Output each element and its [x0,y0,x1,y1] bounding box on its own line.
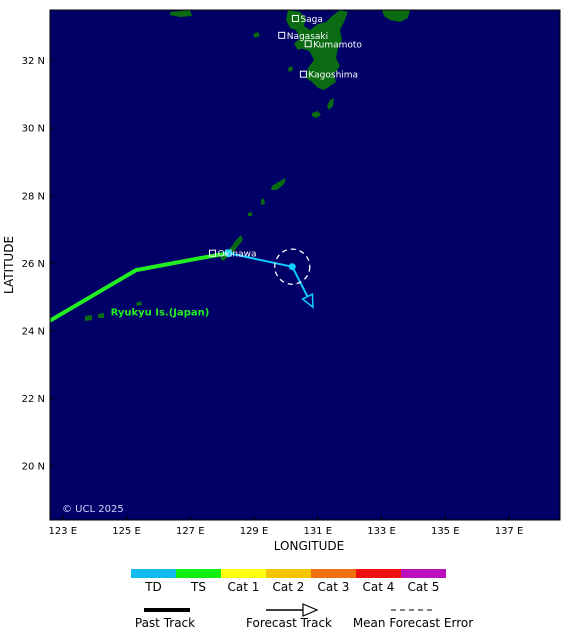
category-label: Cat 2 [273,580,305,594]
category-swatch [221,569,266,578]
past-track-legend: Past Track [135,608,195,630]
category-swatch [266,569,311,578]
forecast-arrow-icon [302,603,319,617]
city-label: Saga [300,15,322,25]
x-tick-label: 127 E [176,526,205,537]
y-tick-label: 30 N [22,124,45,135]
x-tick-label: 135 E [431,526,460,537]
forecast-track-label: Forecast Track [246,616,332,630]
current-position-marker [288,263,296,271]
iriomote-island [85,315,92,321]
forecast-track-legend: Forecast Track [246,603,332,630]
y-tick-label: 32 N [22,56,45,67]
y-tick-label: 24 N [22,326,45,337]
category-label: Cat 1 [228,580,260,594]
y-tick-label: 28 N [22,191,45,202]
region-label: Ryukyu Is.(Japan) [111,308,210,319]
category-swatch [401,569,446,578]
forecast-arrow-shaft [291,266,309,297]
city-label: Kagoshima [308,71,358,81]
longitude-ticks: 123 E 125 E 127 E 129 E 131 E 133 E 135 E 137 E [48,515,523,537]
shikoku-tip [382,10,410,22]
city-marker-icon [304,40,312,48]
x-tick-label: 125 E [112,526,141,537]
city-label: Kumamoto [313,40,362,50]
category-swatch [356,569,401,578]
city-marker-icon [278,31,286,39]
category-swatch [131,569,176,578]
ishigaki-island [98,313,104,318]
x-tick-label: 137 E [495,526,524,537]
category-label: Cat 3 [318,580,350,594]
copyright-text: © UCL 2025 [62,504,124,515]
x-tick-label: 131 E [303,526,332,537]
y-axis-title: LATITUDE [2,236,16,294]
city-label: Okinawa [218,250,257,260]
track-point-marker [224,249,233,258]
kyushu-island [286,10,348,90]
legend: TD TS Cat 1 Cat 2 Cat 3 Cat 4 Cat 5 Past Track… [131,569,473,630]
forecast-track-line [228,252,293,268]
tanegashima [327,98,334,110]
city-marker-icon [299,70,307,78]
category-color-bar: TD TS Cat 1 Cat 2 Cat 3 Cat 4 Cat 5 [131,569,446,594]
forecast-track [224,248,314,309]
category-swatch [176,569,221,578]
forecast-arrow-head [301,292,314,309]
category-swatch [311,569,356,578]
yakushima [312,111,321,118]
city-marker-icon [291,14,299,22]
amami-oshima [271,178,286,190]
x-tick-label: 123 E [48,526,77,537]
map-frame [49,9,561,521]
x-axis-title: LONGITUDE [274,539,344,553]
okinoerabu [248,212,252,216]
category-label: Cat 5 [408,580,440,594]
latitude-ticks: 20 N 22 N 24 N 26 N 28 N 30 N 32 N [22,56,55,472]
mean-error-label: Mean Forecast Error [353,616,473,630]
city-label: Nagasaki [287,32,328,42]
koshiki-islands [288,66,293,72]
category-label: TS [190,580,206,594]
city-marker-icon [209,249,217,257]
mean-error-legend: Mean Forecast Error [353,609,473,630]
y-tick-label: 22 N [22,394,45,405]
ocean [50,10,560,520]
northern-land [170,10,192,17]
x-tick-label: 129 E [240,526,269,537]
tokunoshima [261,198,265,205]
y-tick-label: 26 N [22,259,45,270]
mean-forecast-error-circle [274,248,311,285]
y-tick-label: 20 N [22,461,45,472]
miyako-island [136,301,142,306]
category-label: Cat 4 [363,580,395,594]
category-label: TD [144,580,162,594]
goto-islands [253,32,260,38]
past-track-label: Past Track [135,616,195,630]
x-tick-label: 133 E [367,526,396,537]
